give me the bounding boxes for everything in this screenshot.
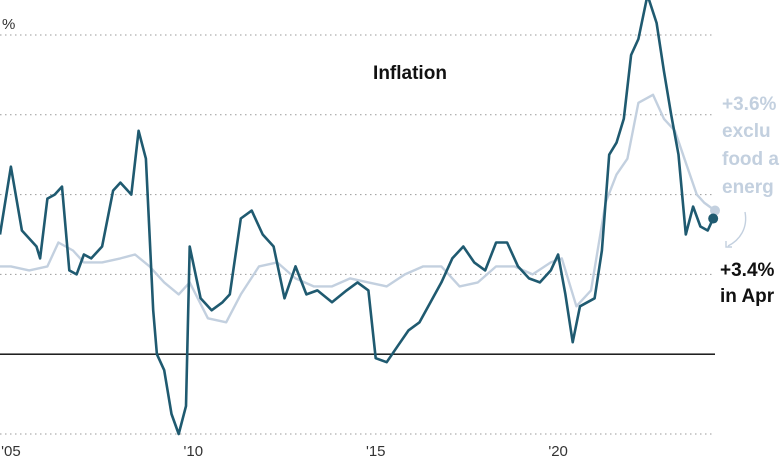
y-tick-label: % bbox=[2, 16, 15, 33]
core-annotation-line: exclu bbox=[722, 121, 771, 142]
x-tick-label: '15 bbox=[366, 443, 386, 460]
annotation-arrowhead bbox=[725, 241, 732, 248]
series-line-headline bbox=[0, 0, 715, 436]
core-annotation-line: energ bbox=[722, 177, 774, 198]
x-tick-label: '10 bbox=[184, 443, 204, 460]
grid-lines bbox=[0, 34, 715, 435]
x-tick-label: '20 bbox=[548, 443, 568, 460]
axis-tick-labels: % '05 '10 '15 '20 bbox=[1, 16, 568, 460]
core-annotation-line: +3.6% bbox=[722, 94, 777, 115]
series-line-core bbox=[0, 93, 716, 324]
chart-title: Inflation bbox=[373, 63, 447, 84]
headline-annotation-line: +3.4% bbox=[720, 260, 775, 281]
headline-end-marker bbox=[708, 213, 719, 224]
x-tick-label: '05 bbox=[1, 443, 21, 460]
headline-annotation: +3.4% in Apr bbox=[720, 260, 775, 307]
core-annotation-line: food a bbox=[722, 149, 779, 170]
headline-annotation-line: in Apr bbox=[720, 286, 775, 307]
core-end-marker bbox=[710, 205, 720, 216]
annotation-arrow bbox=[727, 211, 747, 247]
core-annotation: +3.6% exclu food a energ bbox=[722, 94, 779, 198]
